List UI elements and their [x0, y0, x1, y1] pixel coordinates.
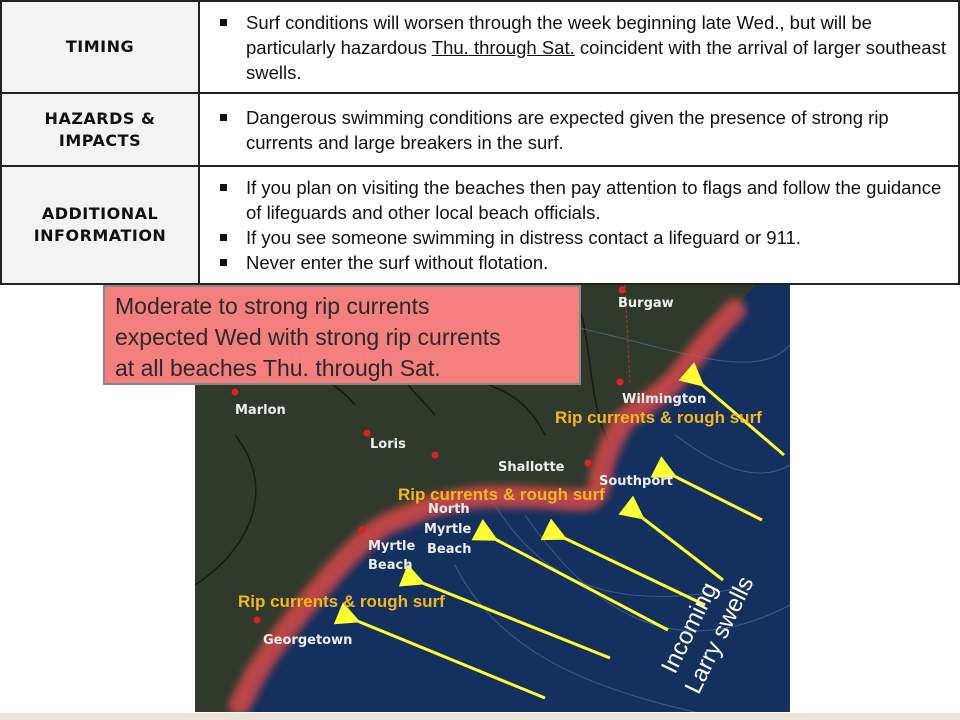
city-label: Beach	[427, 542, 471, 557]
depth-contours	[454, 324, 790, 712]
swell-arrow	[471, 519, 669, 632]
bullet: Dangerous swimming conditions are expect…	[220, 105, 948, 155]
city-label: Georgetown	[263, 633, 352, 648]
row-label: HAZARDS & IMPACTS	[0, 92, 200, 167]
city-markers	[231, 286, 626, 624]
table-row-hazards: HAZARDS & IMPACTS Dangerous swimming cond…	[0, 92, 960, 167]
briefing-table: TIMING Surf conditions will worsen throu…	[0, 0, 960, 285]
city-label: Marlon	[235, 403, 286, 418]
bullet: Surf conditions will worsen through the …	[220, 10, 948, 85]
swell-arrow	[618, 495, 724, 582]
table-row-timing: TIMING Surf conditions will worsen throu…	[0, 0, 960, 94]
swell-arrow	[333, 602, 546, 700]
row-label: TIMING	[0, 0, 200, 94]
swell-arrows	[333, 362, 785, 700]
bullet: Never enter the surf without flotation.	[220, 250, 948, 275]
table-row-additional: ADDITIONAL INFORMATION If you plan on vis…	[0, 165, 960, 285]
rip-current-callout: Moderate to strong rip currents expected…	[103, 285, 581, 385]
swell-arrow	[398, 564, 611, 660]
swell-arrow	[540, 518, 706, 607]
rip-current-label: Rip currents & rough surf	[238, 592, 445, 611]
city-label: Southport	[599, 474, 673, 489]
city-label: North	[428, 502, 470, 517]
rip-current-label: Rip currents & rough surf	[555, 408, 762, 427]
city-label: Burgaw	[618, 296, 674, 311]
bullet: If you see someone swimming in distress …	[220, 225, 948, 250]
coast-hazard-glow	[229, 299, 746, 712]
rip-current-label: Rip currents & rough surf	[398, 485, 605, 504]
row-label: ADDITIONAL INFORMATION	[0, 165, 200, 285]
state-line	[624, 285, 631, 386]
swell-arrow	[650, 456, 763, 522]
city-label: Myrtle	[424, 522, 471, 537]
swell-arrow	[678, 362, 785, 457]
city-label: Wilmington	[622, 392, 706, 407]
city-label: Loris	[370, 437, 406, 452]
bottom-strip	[0, 713, 960, 720]
bullet: If you plan on visiting the beaches then…	[220, 175, 948, 225]
city-label: Beach	[368, 558, 412, 573]
city-label: Myrtle	[368, 539, 415, 554]
city-label: Shallotte	[498, 460, 565, 475]
